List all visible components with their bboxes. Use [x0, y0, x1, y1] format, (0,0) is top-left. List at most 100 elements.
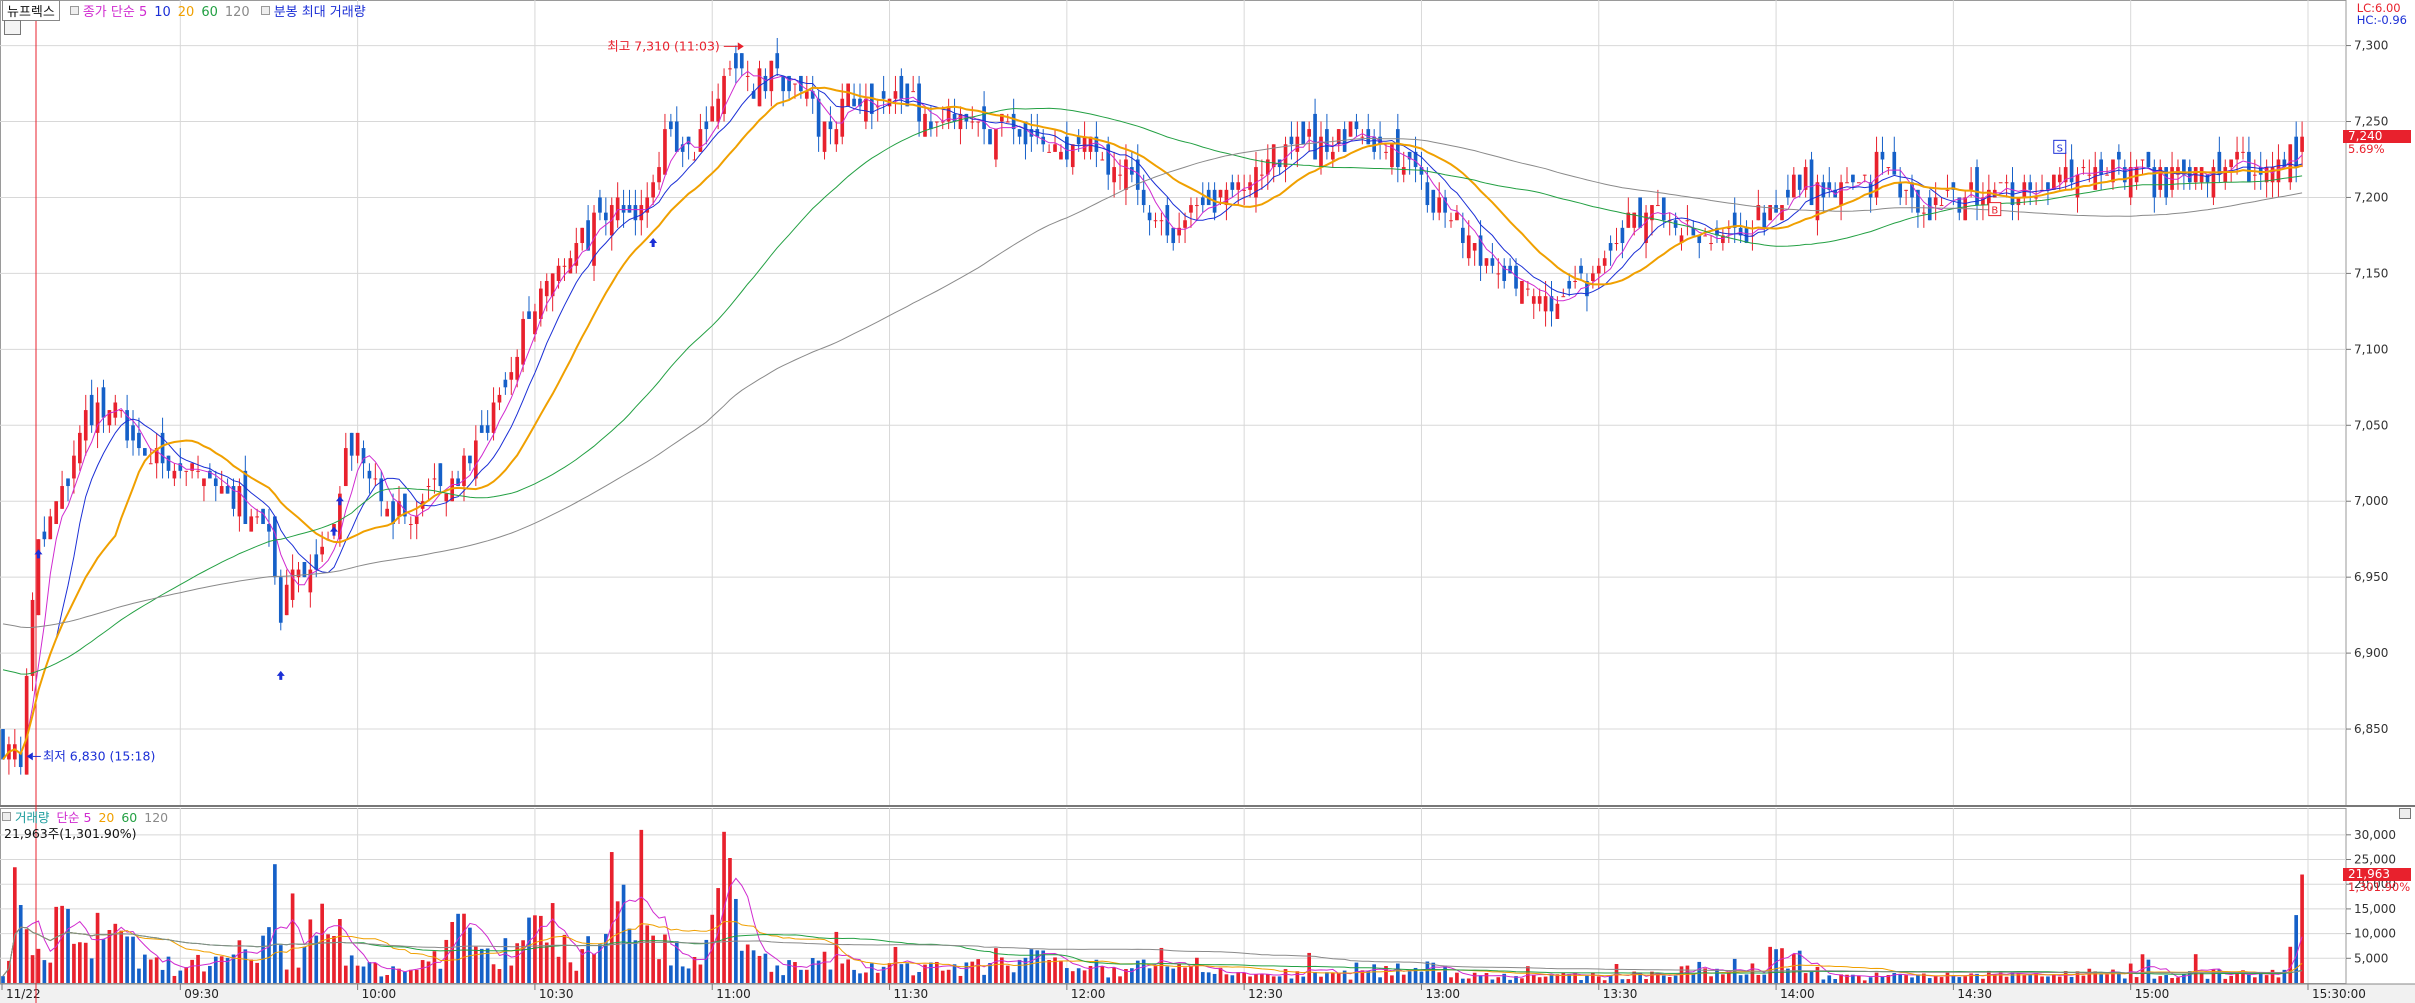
volume-bar: [745, 944, 750, 983]
volume-bar: [450, 921, 455, 983]
volume-bar: [1395, 963, 1400, 983]
candle-body: [799, 75, 803, 92]
candle-body: [479, 425, 484, 433]
candle-body: [2016, 197, 2021, 206]
volume-bar: [1472, 972, 1477, 983]
candle-body: [2182, 159, 2186, 175]
volume-bar: [539, 915, 543, 983]
low-arrow-head: [26, 752, 33, 761]
candle-body: [497, 394, 502, 403]
volume-bar: [1029, 949, 1034, 983]
volume-bar: [2252, 977, 2257, 983]
volume-bar: [403, 971, 407, 983]
candle-body: [1791, 174, 1796, 198]
volume-bar: [1242, 972, 1246, 983]
panel-maximize-icon[interactable]: [2399, 808, 2411, 819]
volume-bar: [72, 943, 76, 983]
candle-body: [1650, 205, 1654, 221]
volume-bar: [2276, 977, 2281, 983]
volume-bar: [107, 929, 112, 983]
current-price-tag: 7,240: [2343, 129, 2411, 143]
candle-body: [533, 311, 537, 335]
volume-bar: [1963, 976, 1968, 983]
volume-bar: [219, 956, 224, 983]
volume-bar: [355, 965, 360, 983]
volume-bar: [881, 966, 886, 983]
candle-body: [1325, 129, 1329, 152]
candle-body: [1053, 144, 1057, 152]
volume-bar: [1401, 974, 1406, 983]
volume-bar: [1443, 965, 1447, 983]
volume-bar: [1437, 972, 1442, 983]
grid-icon[interactable]: [4, 20, 21, 35]
candle-body: [1289, 136, 1294, 145]
candle-body: [781, 75, 785, 92]
volume-bar: [2182, 974, 2186, 983]
volume-bar: [1017, 959, 1022, 983]
volume-bar: [66, 908, 70, 983]
indicator-line: LC:6.00: [2356, 1, 2401, 15]
volume-bar: [686, 968, 691, 983]
candle-body: [1384, 151, 1388, 153]
volume-bar: [1348, 979, 1353, 983]
volume-bar: [172, 975, 177, 983]
candle-body: [1100, 159, 1105, 161]
volume-bar: [1744, 974, 1749, 983]
price-tick-label: 7,100: [2354, 342, 2388, 356]
volume-bar: [828, 969, 833, 983]
volume-bar: [1336, 972, 1341, 983]
candle-body: [1419, 167, 1424, 175]
volume-bar: [639, 829, 644, 983]
volume-bar: [302, 946, 307, 983]
ma-legend-item: 120: [224, 4, 250, 20]
candle-body: [107, 410, 112, 426]
candle-body: [78, 432, 82, 464]
volume-bar: [137, 968, 141, 983]
volume-bar: [1360, 970, 1365, 983]
volume-bar: [414, 969, 419, 983]
volume-bar: [1094, 959, 1099, 983]
volume-legend-item: 20: [98, 810, 115, 825]
volume-bar: [929, 962, 933, 983]
candle-body: [1537, 296, 1542, 304]
volume-bar: [1969, 973, 1973, 983]
volume-bar: [119, 930, 124, 983]
candle-body: [1354, 121, 1359, 130]
volume-bar: [196, 954, 200, 983]
volume-bar: [550, 903, 555, 983]
volume-bar: [1177, 963, 1181, 983]
candle-body: [562, 265, 567, 267]
candle-body: [704, 121, 709, 130]
time-tick-label: 09:30: [184, 987, 219, 1001]
volume-bar: [1786, 968, 1790, 983]
volume-bar: [1325, 972, 1329, 983]
candle-body: [1567, 280, 1572, 289]
volume-bar: [2028, 973, 2033, 983]
candle-body: [30, 599, 35, 676]
candle-body: [367, 470, 372, 479]
candle-body: [1514, 265, 1518, 289]
candle-body: [651, 182, 655, 198]
volume-bar: [7, 960, 11, 983]
candle-body: [2087, 174, 2092, 176]
time-axis-band: [0, 984, 2415, 1003]
candle-body: [893, 91, 898, 99]
candle-body: [2258, 167, 2263, 175]
candle-body: [515, 356, 520, 380]
volume-bar: [2300, 874, 2304, 983]
volume-bar: [101, 939, 106, 983]
volume-bar: [1218, 967, 1223, 983]
symbol-name[interactable]: 뉴프렉스: [2, 0, 60, 21]
volume-bar: [42, 960, 47, 983]
candle-body: [1833, 189, 1838, 198]
candle-body: [1230, 182, 1235, 190]
volume-bar: [905, 963, 910, 983]
volume-bar: [1573, 972, 1577, 983]
candle-body: [1555, 303, 1560, 319]
candle-body: [426, 486, 431, 488]
buy-signal-icon: [329, 526, 338, 536]
candle-body: [604, 212, 608, 221]
candle-body: [633, 205, 638, 221]
price-tick-label: 7,250: [2354, 115, 2388, 129]
volume-bar: [497, 969, 502, 983]
